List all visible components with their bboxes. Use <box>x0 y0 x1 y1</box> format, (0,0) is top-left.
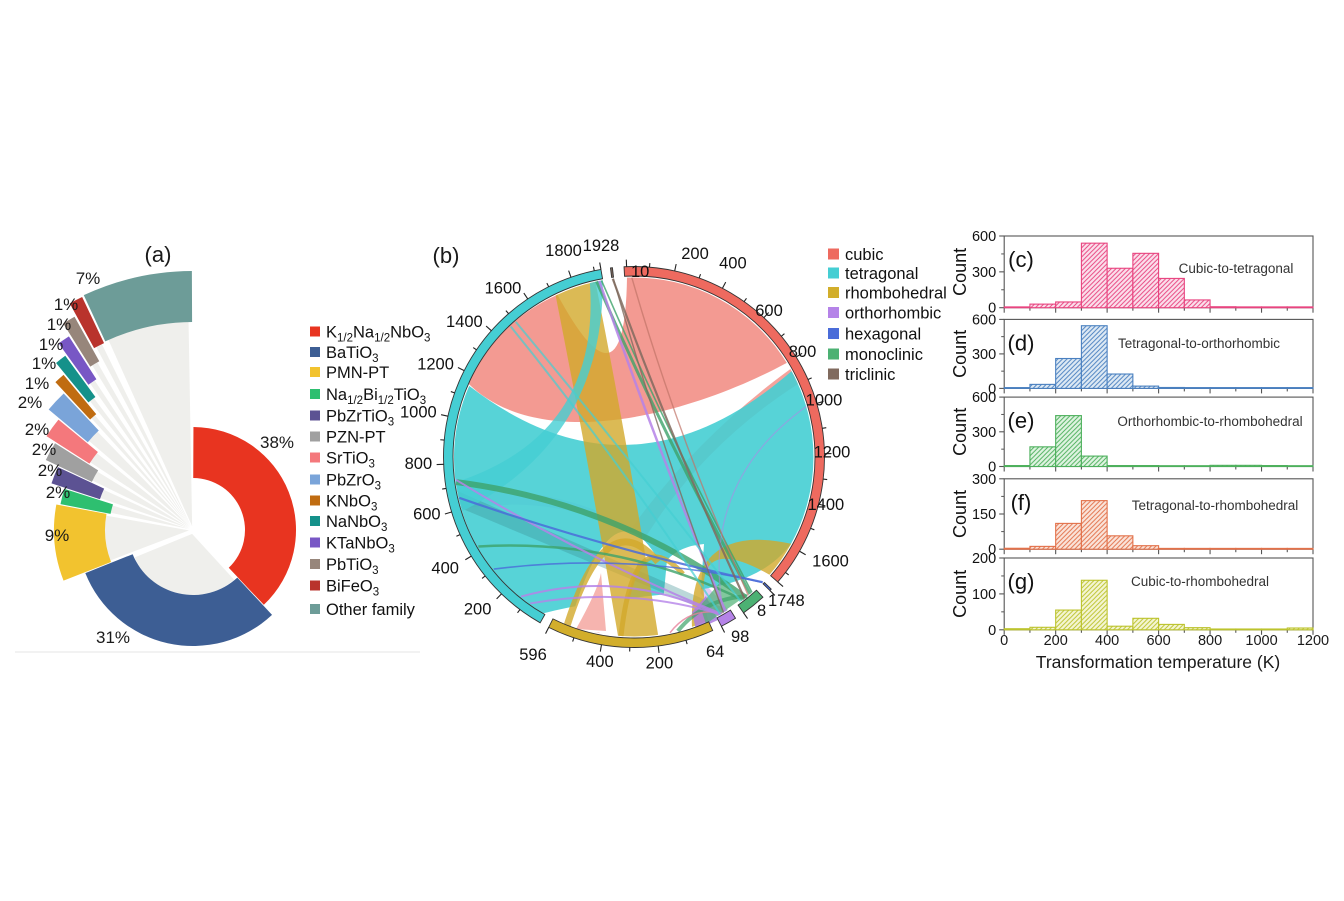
svg-text:0: 0 <box>988 623 996 639</box>
svg-text:2%: 2% <box>46 483 71 502</box>
svg-text:1000: 1000 <box>806 391 843 409</box>
svg-text:1000: 1000 <box>400 404 437 422</box>
svg-text:1%: 1% <box>39 335 64 354</box>
svg-text:NaNbO3: NaNbO3 <box>326 513 387 534</box>
svg-text:200: 200 <box>646 654 674 672</box>
svg-text:Count: Count <box>950 570 970 618</box>
svg-text:2%: 2% <box>25 420 50 439</box>
svg-text:200: 200 <box>1044 633 1068 649</box>
svg-text:(e): (e) <box>1008 408 1035 433</box>
svg-text:1600: 1600 <box>485 279 522 297</box>
svg-text:8: 8 <box>757 602 766 620</box>
svg-text:800: 800 <box>405 455 433 473</box>
svg-text:(g): (g) <box>1008 569 1035 594</box>
svg-text:1600: 1600 <box>812 552 849 570</box>
svg-text:Count: Count <box>950 408 970 456</box>
svg-text:1400: 1400 <box>807 496 844 514</box>
svg-text:PZN-PT: PZN-PT <box>326 429 386 447</box>
svg-text:BaTiO3: BaTiO3 <box>326 344 379 365</box>
svg-text:7%: 7% <box>76 269 101 288</box>
svg-text:1%: 1% <box>32 354 57 373</box>
svg-text:(a): (a) <box>145 242 172 267</box>
svg-text:100: 100 <box>972 587 996 603</box>
svg-text:2%: 2% <box>32 440 57 459</box>
svg-text:rhombohedral: rhombohedral <box>845 285 947 303</box>
svg-text:Cubic-to-rhombohedral: Cubic-to-rhombohedral <box>1131 574 1269 589</box>
svg-text:(d): (d) <box>1008 330 1035 355</box>
svg-text:Cubic-to-tetragonal: Cubic-to-tetragonal <box>1179 261 1294 276</box>
svg-text:0: 0 <box>1000 633 1008 649</box>
svg-text:800: 800 <box>789 343 817 361</box>
svg-text:600: 600 <box>413 505 441 523</box>
svg-text:cubic: cubic <box>845 246 884 264</box>
svg-text:300: 300 <box>972 265 996 281</box>
svg-text:2%: 2% <box>38 461 63 480</box>
svg-text:hexagonal: hexagonal <box>845 326 921 344</box>
svg-text:400: 400 <box>431 560 459 578</box>
svg-text:10: 10 <box>631 263 649 281</box>
svg-text:1200: 1200 <box>1297 633 1329 649</box>
svg-text:Tetragonal-to-rhombohedral: Tetragonal-to-rhombohedral <box>1132 498 1299 513</box>
svg-text:triclinic: triclinic <box>845 366 895 384</box>
svg-text:KTaNbO3: KTaNbO3 <box>326 535 395 556</box>
svg-text:200: 200 <box>681 245 709 263</box>
svg-text:monoclinic: monoclinic <box>845 346 923 364</box>
svg-text:38%: 38% <box>260 433 294 452</box>
svg-text:1800: 1800 <box>545 242 582 260</box>
svg-text:200: 200 <box>972 551 996 567</box>
svg-text:300: 300 <box>972 347 996 363</box>
svg-text:600: 600 <box>1146 633 1170 649</box>
svg-text:orthorhombic: orthorhombic <box>845 305 941 323</box>
svg-text:Tetragonal-to-orthorhombic: Tetragonal-to-orthorhombic <box>1118 336 1280 351</box>
svg-text:64: 64 <box>706 643 724 661</box>
svg-text:31%: 31% <box>96 628 130 647</box>
svg-text:200: 200 <box>464 600 492 618</box>
svg-text:Other family: Other family <box>326 601 416 619</box>
svg-text:Count: Count <box>950 248 970 296</box>
svg-text:600: 600 <box>755 302 783 320</box>
svg-text:300: 300 <box>972 425 996 441</box>
svg-text:300: 300 <box>972 472 996 488</box>
svg-text:PbTiO3: PbTiO3 <box>326 556 379 577</box>
svg-text:SrTiO3: SrTiO3 <box>326 450 375 471</box>
svg-text:400: 400 <box>586 653 614 671</box>
svg-text:9%: 9% <box>45 526 70 545</box>
svg-text:(f): (f) <box>1011 490 1032 515</box>
svg-text:BiFeO3: BiFeO3 <box>326 578 379 599</box>
svg-text:KNbO3: KNbO3 <box>326 493 377 514</box>
svg-text:Orthorhombic-to-rhombohedral: Orthorhombic-to-rhombohedral <box>1117 414 1302 429</box>
svg-text:150: 150 <box>972 507 996 523</box>
svg-text:Count: Count <box>950 490 970 538</box>
svg-text:(b): (b) <box>433 243 460 268</box>
svg-text:tetragonal: tetragonal <box>845 265 918 283</box>
svg-text:1928: 1928 <box>583 237 620 255</box>
svg-text:600: 600 <box>972 229 996 245</box>
svg-text:PbZrO3: PbZrO3 <box>326 472 381 493</box>
svg-text:2%: 2% <box>18 393 43 412</box>
svg-text:1400: 1400 <box>446 313 483 331</box>
svg-text:600: 600 <box>972 390 996 406</box>
svg-text:1000: 1000 <box>1245 633 1277 649</box>
svg-text:1%: 1% <box>47 315 72 334</box>
svg-text:600: 600 <box>972 312 996 328</box>
svg-text:1%: 1% <box>25 374 50 393</box>
svg-text:400: 400 <box>719 254 747 272</box>
svg-text:400: 400 <box>1095 633 1119 649</box>
svg-text:1200: 1200 <box>814 444 851 462</box>
svg-text:PMN-PT: PMN-PT <box>326 364 389 382</box>
svg-text:98: 98 <box>731 628 749 646</box>
svg-text:Transformation temperature (K): Transformation temperature (K) <box>1036 652 1280 672</box>
svg-text:1200: 1200 <box>417 355 454 373</box>
svg-text:800: 800 <box>1198 633 1222 649</box>
svg-text:(c): (c) <box>1008 247 1034 272</box>
svg-text:1%: 1% <box>54 295 79 314</box>
svg-text:PbZrTiO3: PbZrTiO3 <box>326 408 394 429</box>
svg-text:Count: Count <box>950 330 970 378</box>
svg-text:596: 596 <box>519 646 547 664</box>
